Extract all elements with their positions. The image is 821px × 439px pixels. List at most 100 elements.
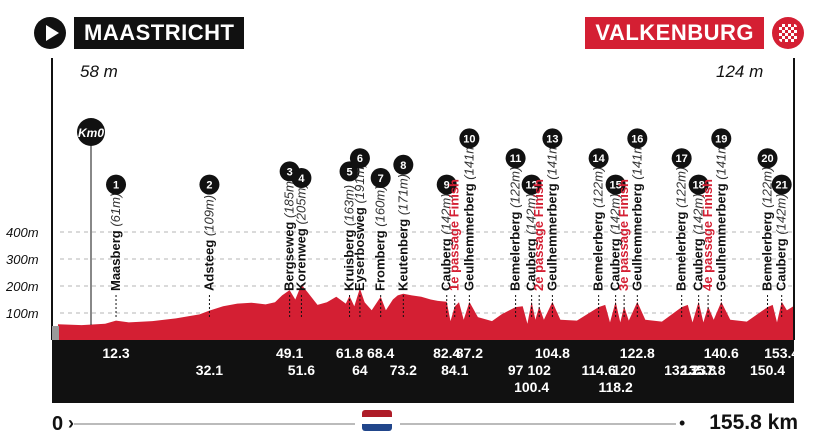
climb-number-badge	[106, 174, 127, 195]
climb-label: 2e passage Finish	[531, 179, 546, 291]
climb-label: Geulhemmerberg (141m)	[713, 139, 728, 291]
climb-number: 10	[463, 133, 475, 145]
km-ruler	[52, 340, 794, 403]
checkered-flag-icon	[772, 17, 804, 49]
climb-km: 153.4	[764, 345, 799, 361]
climb-number-badge	[291, 168, 312, 188]
climb-number-badge	[370, 168, 391, 188]
finish-header: VALKENBURG	[585, 16, 804, 50]
climb-label: Korenweg (205m)	[293, 183, 308, 291]
climb-km: 118.2	[598, 379, 632, 395]
climb-km: 32.1	[196, 362, 223, 378]
climb-label: Cauberg (142m)	[524, 193, 539, 291]
y-tick-label: 300m	[6, 252, 39, 267]
climb-km: 97	[508, 362, 524, 378]
climb-label: Bemelerberg (122m)	[591, 167, 606, 291]
start-town: MAASTRICHT	[74, 17, 245, 49]
elevation-profile	[58, 284, 793, 340]
climb-label: Cauberg (142m)	[691, 193, 706, 291]
climb-number-badge	[711, 128, 732, 149]
climb-number: 11	[510, 153, 522, 165]
climb-number-badge	[521, 174, 542, 195]
climb-km: 140.6	[704, 345, 739, 361]
climb-km: 84.1	[441, 362, 468, 378]
climb-km: 100.4	[514, 379, 549, 395]
y-tick-label: 200m	[5, 279, 39, 294]
climb-label: Geulhemmerberg (141m)	[461, 139, 476, 291]
climb-km: 102	[528, 362, 552, 378]
climb-label: Keutenberg (171m)	[395, 174, 410, 291]
climb-label: Cauberg (142m)	[439, 193, 454, 291]
km0-label: Km0	[78, 126, 104, 140]
climb-km: 120	[612, 362, 636, 378]
climb-km: 12.3	[102, 345, 129, 361]
climb-number-badge	[349, 148, 370, 169]
climb-number: 19	[715, 133, 727, 145]
start-marker	[52, 326, 59, 340]
climb-km: 104.8	[535, 345, 570, 361]
climb-label: Kruisberg (163m)	[342, 185, 357, 291]
climb-label: Eyserbosweg (191m)	[352, 162, 367, 291]
climb-label: Geulhemmerberg (141m)	[544, 139, 559, 291]
netherlands-flag-icon	[362, 410, 392, 431]
climb-number: 14	[593, 153, 606, 165]
climb-number: 17	[676, 153, 688, 165]
climb-label: Cauberg (142m)	[608, 193, 623, 291]
climb-number: 5	[346, 166, 352, 178]
climb-number-badge	[393, 154, 414, 175]
climb-label: Cauberg (142m)	[774, 193, 789, 291]
climb-number: 21	[776, 180, 788, 192]
climb-km: 87.2	[456, 345, 483, 361]
climb-km: 51.6	[288, 362, 315, 378]
climb-number: 7	[378, 173, 384, 185]
y-tick-label: 400m	[6, 225, 39, 240]
climb-km: 82.4	[433, 345, 460, 361]
climb-number-badge	[199, 174, 220, 195]
climb-label: Geulhemmerberg (141m)	[629, 139, 644, 291]
climb-label: Bemelerberg (122m)	[674, 167, 689, 291]
climb-label: 3e passage Finish	[616, 179, 631, 291]
climb-number: 20	[761, 153, 773, 165]
climb-number: 8	[400, 160, 406, 172]
finish-altitude: 124 m	[716, 62, 764, 81]
climb-km: 49.1	[276, 345, 303, 361]
climb-number: 15	[609, 180, 621, 192]
climb-label: Bemelerberg (122m)	[760, 167, 775, 291]
climb-label: 1e passage Finish	[447, 179, 462, 291]
climb-number-badge	[757, 148, 778, 169]
climb-number-badge	[505, 148, 526, 169]
climb-number: 16	[631, 133, 643, 145]
climb-number-badge	[459, 128, 480, 149]
climb-number-badge	[688, 174, 709, 195]
climb-label: Adsteeg (109m)	[201, 195, 216, 291]
climb-number: 9	[444, 180, 450, 192]
climb-number: 1	[113, 180, 119, 192]
climb-number-badge	[436, 174, 457, 195]
km0-badge	[77, 118, 105, 146]
climb-number-badge	[671, 148, 692, 169]
climb-label: Bergseweg (185m)	[282, 177, 297, 291]
rule-arrow-icon: ›	[68, 413, 74, 433]
climb-km: 114.6	[582, 362, 616, 378]
distance-start: 0	[52, 413, 64, 435]
climb-number: 4	[298, 173, 305, 185]
climb-km: 73.2	[390, 362, 417, 378]
climb-km: 150.4	[750, 362, 785, 378]
climb-number-badge	[542, 128, 563, 149]
start-header: MAASTRICHT	[34, 16, 245, 50]
climb-number: 18	[693, 180, 705, 192]
climb-number-badge	[605, 174, 626, 195]
y-tick-label: 100m	[6, 306, 39, 321]
climb-label: Maasberg (61m)	[108, 193, 123, 291]
finish-town: VALKENBURG	[585, 17, 764, 49]
start-altitude: 58 m	[80, 62, 118, 81]
climb-number: 3	[287, 166, 293, 178]
climb-km: 132.2	[664, 362, 699, 378]
play-icon	[34, 17, 66, 49]
climb-km: 135.8	[681, 362, 716, 378]
climb-number: 2	[206, 180, 212, 192]
total-distance: 155.8 km	[709, 411, 798, 434]
climb-number: 12	[526, 180, 538, 192]
climb-label: 4e passage Finish	[700, 179, 715, 291]
